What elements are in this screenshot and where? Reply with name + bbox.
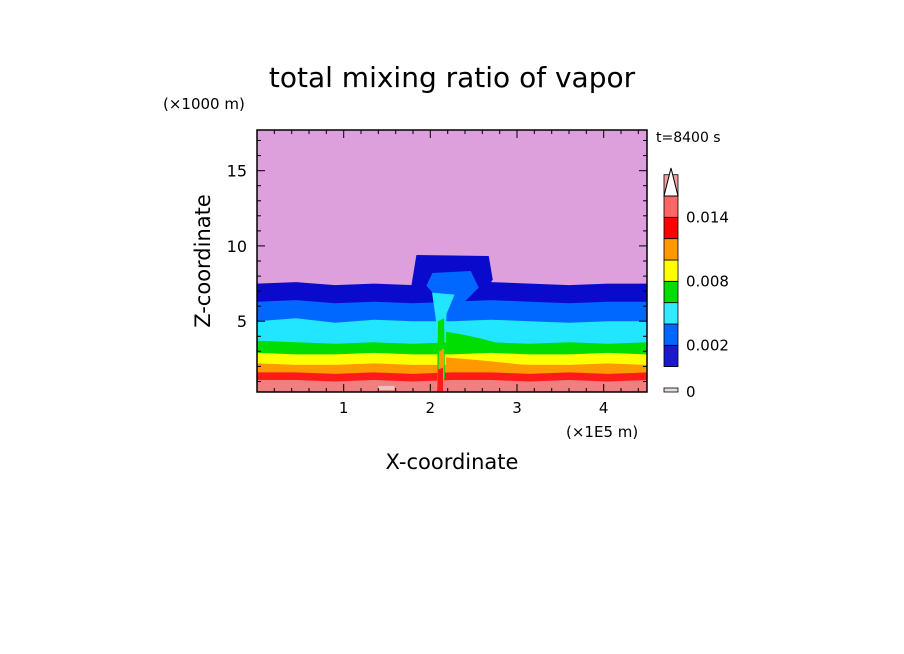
colorbar-bin [663,344,679,367]
x-axis-ticks: 1 2 3 4 [273,130,639,417]
chart-title: total mixing ratio of vapor [269,61,636,94]
x-tick-label: 1 [339,399,349,417]
colorbar-bin [663,387,679,393]
y-axis-ticks: 5 10 15 [227,140,647,382]
updraft-core [432,292,455,337]
contour-field [257,130,647,392]
y-axis-label: Z-coordinate [191,194,215,328]
y-tick-label: 5 [237,312,247,331]
y-unit-label: (×1000 m) [163,95,245,113]
colorbar-bin [663,323,679,346]
colorbar-tick-label: 0.014 [686,208,729,226]
colorbar: 0 0.002 0.008 0.014 [663,167,729,401]
time-label: t=8400 s [656,130,721,146]
colorbar-bin [663,302,679,325]
colorbar-bin [663,238,679,261]
x-axis-label: X-coordinate [386,450,519,474]
colorbar-tick-label: 0.002 [686,336,729,354]
x-tick-label: 3 [512,399,522,417]
y-tick-label: 10 [227,237,247,256]
contour-layer-7 [257,380,647,392]
x-tick-label: 2 [426,399,436,417]
colorbar-bin [663,195,679,218]
outflow-orange [446,357,525,370]
colorbar-tick-label: 0 [686,383,696,401]
colorbar-extend-arrow [663,167,679,197]
colorbar-bin [663,216,679,240]
colorbar-bin [663,259,679,282]
x-tick-label: 4 [599,399,609,417]
colorbar-tick-label: 0.008 [686,272,729,290]
y-tick-label: 15 [227,162,247,181]
surface-patch [378,385,395,390]
updraft-bottom [437,367,444,392]
colorbar-bin [663,280,679,303]
x-unit-label: (×1E5 m) [566,423,638,441]
outflow-green [446,331,495,349]
